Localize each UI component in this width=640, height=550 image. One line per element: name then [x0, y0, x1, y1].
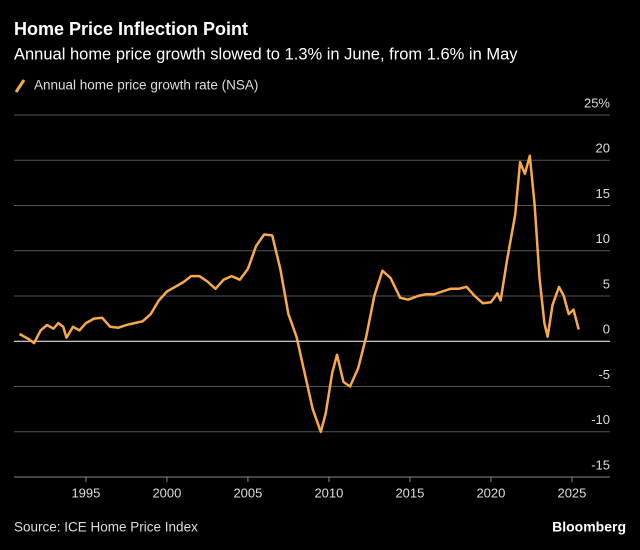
x-tick-label: 2015	[395, 485, 424, 500]
y-tick-label: 10	[596, 231, 610, 246]
x-tick-label: 2000	[152, 485, 181, 500]
y-tick-label: -15	[591, 457, 610, 472]
y-tick-label: 5	[603, 276, 610, 291]
y-tick-label: 25%	[584, 95, 610, 110]
x-tick-label: 1995	[71, 485, 100, 500]
y-tick-label: 15	[596, 186, 610, 201]
x-tick-label: 2005	[233, 485, 262, 500]
x-tick-label: 2010	[314, 485, 343, 500]
x-tick-label: 2025	[557, 485, 586, 500]
y-tick-label: -5	[598, 367, 610, 382]
brand: Bloomberg	[552, 519, 626, 535]
source: Source: ICE Home Price Index	[14, 520, 198, 535]
legend-swatch	[14, 79, 26, 93]
legend-label: Annual home price growth rate (NSA)	[34, 78, 258, 93]
chart-title: Home Price Inflection Point	[14, 19, 248, 39]
line	[18, 154, 580, 434]
y-tick-label: -10	[591, 412, 610, 427]
y-tick-label: 20	[596, 141, 610, 156]
chart-subtitle: Annual home price growth slowed to 1.3% …	[14, 45, 518, 63]
x-tick-label: 2020	[476, 485, 505, 500]
y-tick-label: 0	[603, 322, 610, 337]
